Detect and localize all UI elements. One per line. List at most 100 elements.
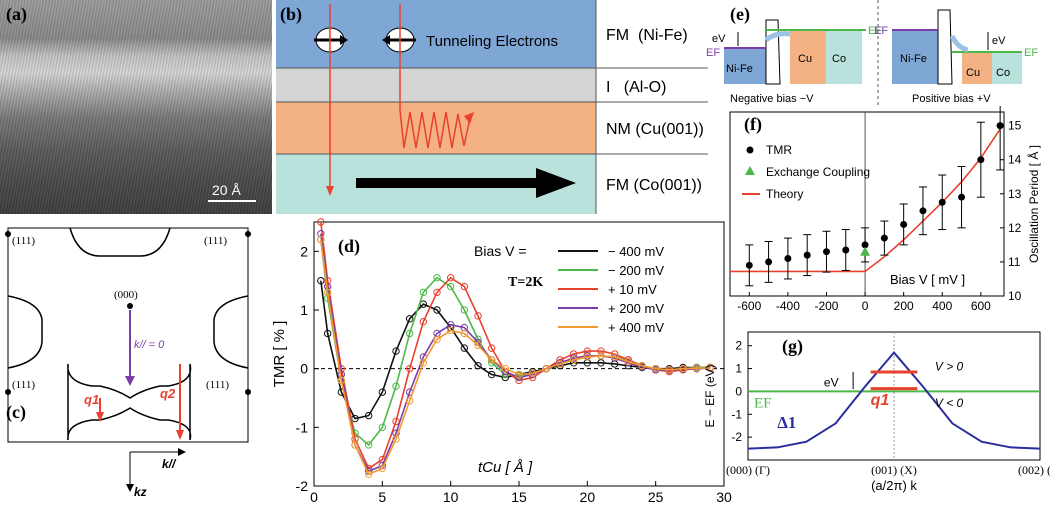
scale-bar: [208, 200, 256, 202]
panel-e-band-alignment: eV EF EF Ni-Fe Cu Co Negative bias −V EF…: [706, 0, 1050, 108]
d-series-3-point-0: [317, 230, 325, 238]
d-series-4-point-2: [337, 376, 346, 385]
panel-b-layer-stack: Tunneling Electrons FM (Ni-Fe) I (Al-O) …: [276, 0, 708, 214]
f-ytick-label-4: 14: [1008, 153, 1022, 167]
panel-c-label: (c): [6, 402, 26, 422]
d-series-1-point-11: [460, 306, 469, 314]
d-series-4-point-0: [317, 235, 325, 244]
e-pos-ef-right: EF: [1024, 47, 1038, 59]
f-tmr-point-10: [938, 198, 946, 206]
d-xtick-label-1: 5: [378, 489, 386, 505]
d-series-0-point-9: [433, 306, 441, 314]
panel-b-svg: Tunneling Electrons FM (Ni-Fe) I (Al-O) …: [276, 0, 708, 214]
e-pos-metal-1: Cu: [966, 67, 980, 79]
magnetization-arrow-icon: [356, 178, 536, 188]
f-legend-label-2: Theory: [766, 187, 803, 201]
f-legend-label-0: TMR: [766, 143, 792, 157]
d-series-0-point-12: [474, 362, 482, 370]
d-series-4-point-10: [446, 326, 455, 335]
d-series-4-point-17: [542, 364, 551, 373]
layer-name-1: I (Al-O): [606, 79, 666, 96]
e-pos-ef-left: EF: [874, 25, 888, 37]
e-pos-metal-0: Ni-Fe: [900, 53, 927, 65]
d-series-4-point-18: [556, 360, 564, 368]
e-neg-nife: [724, 48, 766, 84]
d-series-2-point-8: [419, 318, 428, 326]
f-tmr-point-8: [900, 220, 908, 228]
d-series-1-point-5: [378, 423, 387, 432]
d-xtick-label-3: 15: [511, 489, 527, 505]
e-pos-nife: [892, 30, 938, 84]
g-panel-label: (g): [782, 336, 803, 357]
e-pos-ev: eV: [992, 35, 1006, 47]
g-xtick-label-0: (000) (Γ): [726, 463, 770, 477]
f-tmr-point-4: [822, 248, 830, 256]
d-ytick-label-0: -2: [296, 478, 309, 494]
d-ytick-label-1: -1: [296, 419, 309, 435]
f-xtick-label-5: 400: [932, 299, 952, 313]
f-legend-swatch-0: [746, 146, 754, 154]
f-legend-swatch-1: [745, 166, 755, 175]
zigzag-reflection: [399, 109, 471, 149]
d-series-2-point-10: [446, 274, 455, 282]
scale-bar-label: 20 Å: [212, 182, 241, 198]
f-xtick-label-3: 0: [862, 299, 869, 313]
e-neg-ef-right: EF: [868, 25, 882, 37]
g-xlabel: (a/2π) k: [871, 478, 917, 493]
g-ytick-label-0: 2: [735, 339, 742, 353]
e-pos-cu: [962, 52, 992, 84]
e-pos-co: [992, 52, 1022, 84]
d-series-0-point-7: [405, 315, 414, 323]
panel-d-tmr-chart: 0 5 10 15 20 25 30 -2 -1 0 1 2 tCu [ Å ] TMR [ % ] T=2…: [268, 216, 738, 516]
c-point-br: (111): [206, 379, 229, 391]
e-neg-metal-0: Ni-Fe: [726, 63, 753, 75]
d-series-4-point-26: [665, 366, 674, 374]
d-series-2-point-11: [460, 282, 469, 291]
e-neg-metal-1: Cu: [798, 53, 812, 65]
d-series-2-point-13: [487, 344, 496, 352]
d-plot-frame: [313, 221, 725, 487]
e-neg-ef-left: EF: [706, 47, 720, 59]
d-series-4-point-20: [583, 353, 592, 361]
f-tmr-point-6: [861, 241, 869, 249]
c-point-tl: (111): [12, 235, 35, 247]
d-series-4-point-14: [501, 364, 510, 373]
f-ytick-label-1: 11: [1008, 255, 1021, 269]
d-series-4-point-16: [528, 369, 537, 378]
d-series-4-point-15: [515, 370, 523, 379]
d-series-4-point-22: [610, 353, 619, 361]
d-series-0-point-5: [378, 388, 387, 396]
f-tmr-point-13: [996, 122, 1004, 130]
panel-a-tem-image: (a) 20 Å: [0, 0, 272, 214]
d-series-4-point-4: [364, 470, 373, 478]
d-series-4-point-19: [569, 356, 578, 364]
d-legend-title: Bias V =: [474, 243, 527, 259]
d-series-1-point-9: [433, 274, 441, 282]
f-ylabel: Oscillation Period [ Å ]: [1026, 145, 1041, 263]
g-delta-label: Δ1: [777, 413, 796, 432]
panel-g-band-structure: 2 1 0 -1 -2 (000) (Γ) (001) (X) (002) (Γ) (a/2π)…: [700, 324, 1050, 516]
d-series-2-point-19: [569, 350, 578, 358]
d-series-0-point-1: [323, 329, 332, 338]
c-point-center: (000): [114, 289, 138, 301]
d-series-3-point-10: [446, 320, 455, 329]
d-series-1-point-4: [364, 441, 373, 449]
d-legend-label-4: + 400 mV: [608, 320, 664, 335]
e-neg-co: [826, 30, 862, 84]
f-xtick-label-6: 600: [971, 299, 991, 313]
d-series-0-point-4: [364, 411, 373, 420]
c-axis-x: k//: [162, 457, 177, 471]
d-series-4-point-28: [692, 364, 701, 372]
d-series-0-point-22: [610, 360, 619, 368]
d-xlabel: tCu [ Å ]: [478, 459, 533, 476]
layer-insulator: [276, 68, 596, 102]
f-tmr-point-0: [745, 261, 753, 269]
f-tmr-point-12: [977, 156, 985, 164]
f-tmr-point-3: [803, 251, 811, 259]
d-series-2-point-21: [597, 347, 605, 355]
e-neg-cu: [790, 30, 826, 84]
g-xtick-label-1: (001) (X): [871, 463, 917, 477]
e-positive-bias-label: Positive bias +V: [912, 93, 991, 105]
d-series-4-point-1: [323, 288, 332, 297]
layer-name-2: NM (Cu(001)): [606, 121, 704, 138]
